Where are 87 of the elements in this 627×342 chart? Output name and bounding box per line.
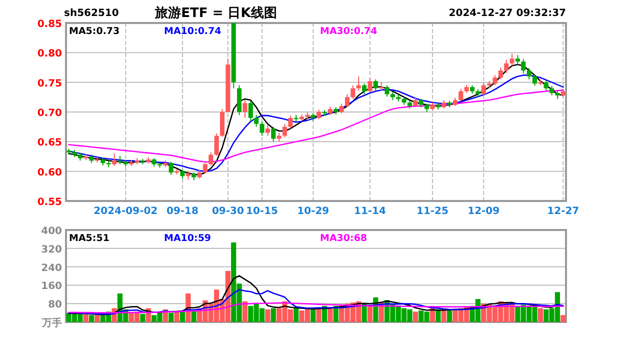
candlestick (504, 59, 509, 74)
candlestick (202, 161, 208, 174)
bar (316, 308, 322, 322)
bar (310, 309, 316, 322)
x-tick-label: 12-09 (468, 206, 500, 217)
candlestick (339, 103, 344, 114)
candlestick (248, 100, 253, 122)
candlestick (168, 161, 174, 176)
y-tick-label: 0.60 (37, 167, 62, 178)
y-tick-label: 0.70 (37, 108, 62, 119)
candlestick (510, 53, 514, 66)
candlestick (521, 58, 526, 74)
y-tick-label: 0.65 (37, 138, 62, 149)
text: MA30:68 (320, 233, 368, 244)
y-tick-label: 400 (41, 226, 62, 237)
x-tick-label: 10-29 (297, 206, 330, 217)
text: MA10:59 (164, 233, 212, 244)
bar (265, 309, 270, 322)
bar (538, 308, 543, 322)
y-tick-label: 万手 (41, 317, 62, 329)
bar (367, 306, 373, 322)
y-tick-label: 320 (41, 244, 62, 256)
candlestick (373, 78, 378, 92)
candlestick (214, 132, 219, 156)
candlestick (362, 83, 367, 95)
bar (446, 310, 452, 322)
x-tick-label: 10-15 (246, 206, 278, 217)
candlestick (350, 84, 356, 100)
text: MA10:0.74 (164, 26, 222, 37)
x-tick-label: 11-14 (354, 206, 386, 217)
candlestick (316, 109, 322, 120)
candlestick (532, 74, 538, 86)
candlestick (260, 120, 264, 136)
candlestick (344, 94, 350, 108)
candlestick (254, 114, 259, 128)
x-tick-label: 2024-09-02 (94, 206, 158, 217)
text: MA5:0.73 (69, 26, 120, 37)
candlestick (384, 84, 390, 98)
bar (270, 308, 276, 322)
x-tick-label: 11-25 (416, 206, 449, 217)
candlestick (271, 126, 276, 142)
candlestick (237, 84, 242, 116)
bar (412, 312, 418, 322)
candlestick (356, 76, 361, 92)
y-tick-label: 80 (48, 300, 62, 311)
text: MA30:0.74 (320, 26, 378, 37)
x-tick-label: 12-27 (547, 206, 580, 217)
candlestick (242, 100, 248, 118)
candlestick (282, 123, 288, 138)
candlestick (368, 78, 372, 93)
bar (174, 312, 180, 322)
candlestick (544, 80, 548, 92)
bar (89, 315, 94, 322)
bar (140, 314, 146, 322)
y-tick-label: 240 (41, 262, 62, 274)
candlestick (515, 54, 520, 66)
candlestick (498, 67, 503, 80)
candlestick (112, 153, 117, 166)
text: MA5:51 (69, 233, 110, 244)
bar (560, 315, 566, 322)
bar (242, 301, 248, 322)
text: 2024-12-27 09:32:37 (448, 8, 566, 19)
text: sh562510 (64, 8, 119, 19)
candlestick (413, 97, 418, 108)
candlestick (526, 68, 532, 80)
candlestick (481, 82, 486, 96)
bar (83, 314, 88, 322)
candlestick (265, 124, 270, 136)
line-series (68, 288, 564, 315)
chart-title: 旅游ETF = 日K线图 (154, 5, 277, 21)
y-tick-label: 0.85 (37, 19, 62, 30)
x-tick-label: 09-18 (166, 206, 199, 217)
bar (94, 315, 100, 322)
y-tick-label: 160 (41, 281, 62, 292)
bar (168, 312, 174, 322)
bar (294, 308, 299, 322)
candlestick (492, 74, 498, 86)
candlestick (288, 115, 293, 130)
y-tick-label: 0.80 (37, 48, 62, 60)
candlestick (458, 88, 464, 102)
candlestick (208, 152, 214, 166)
x-tick-label: 09-30 (212, 206, 244, 217)
candlestick (550, 85, 554, 96)
line-series (68, 302, 564, 314)
y-tick-label: 0.55 (37, 197, 62, 208)
y-tick-label: 0.75 (37, 78, 62, 90)
candlestick (220, 108, 225, 138)
